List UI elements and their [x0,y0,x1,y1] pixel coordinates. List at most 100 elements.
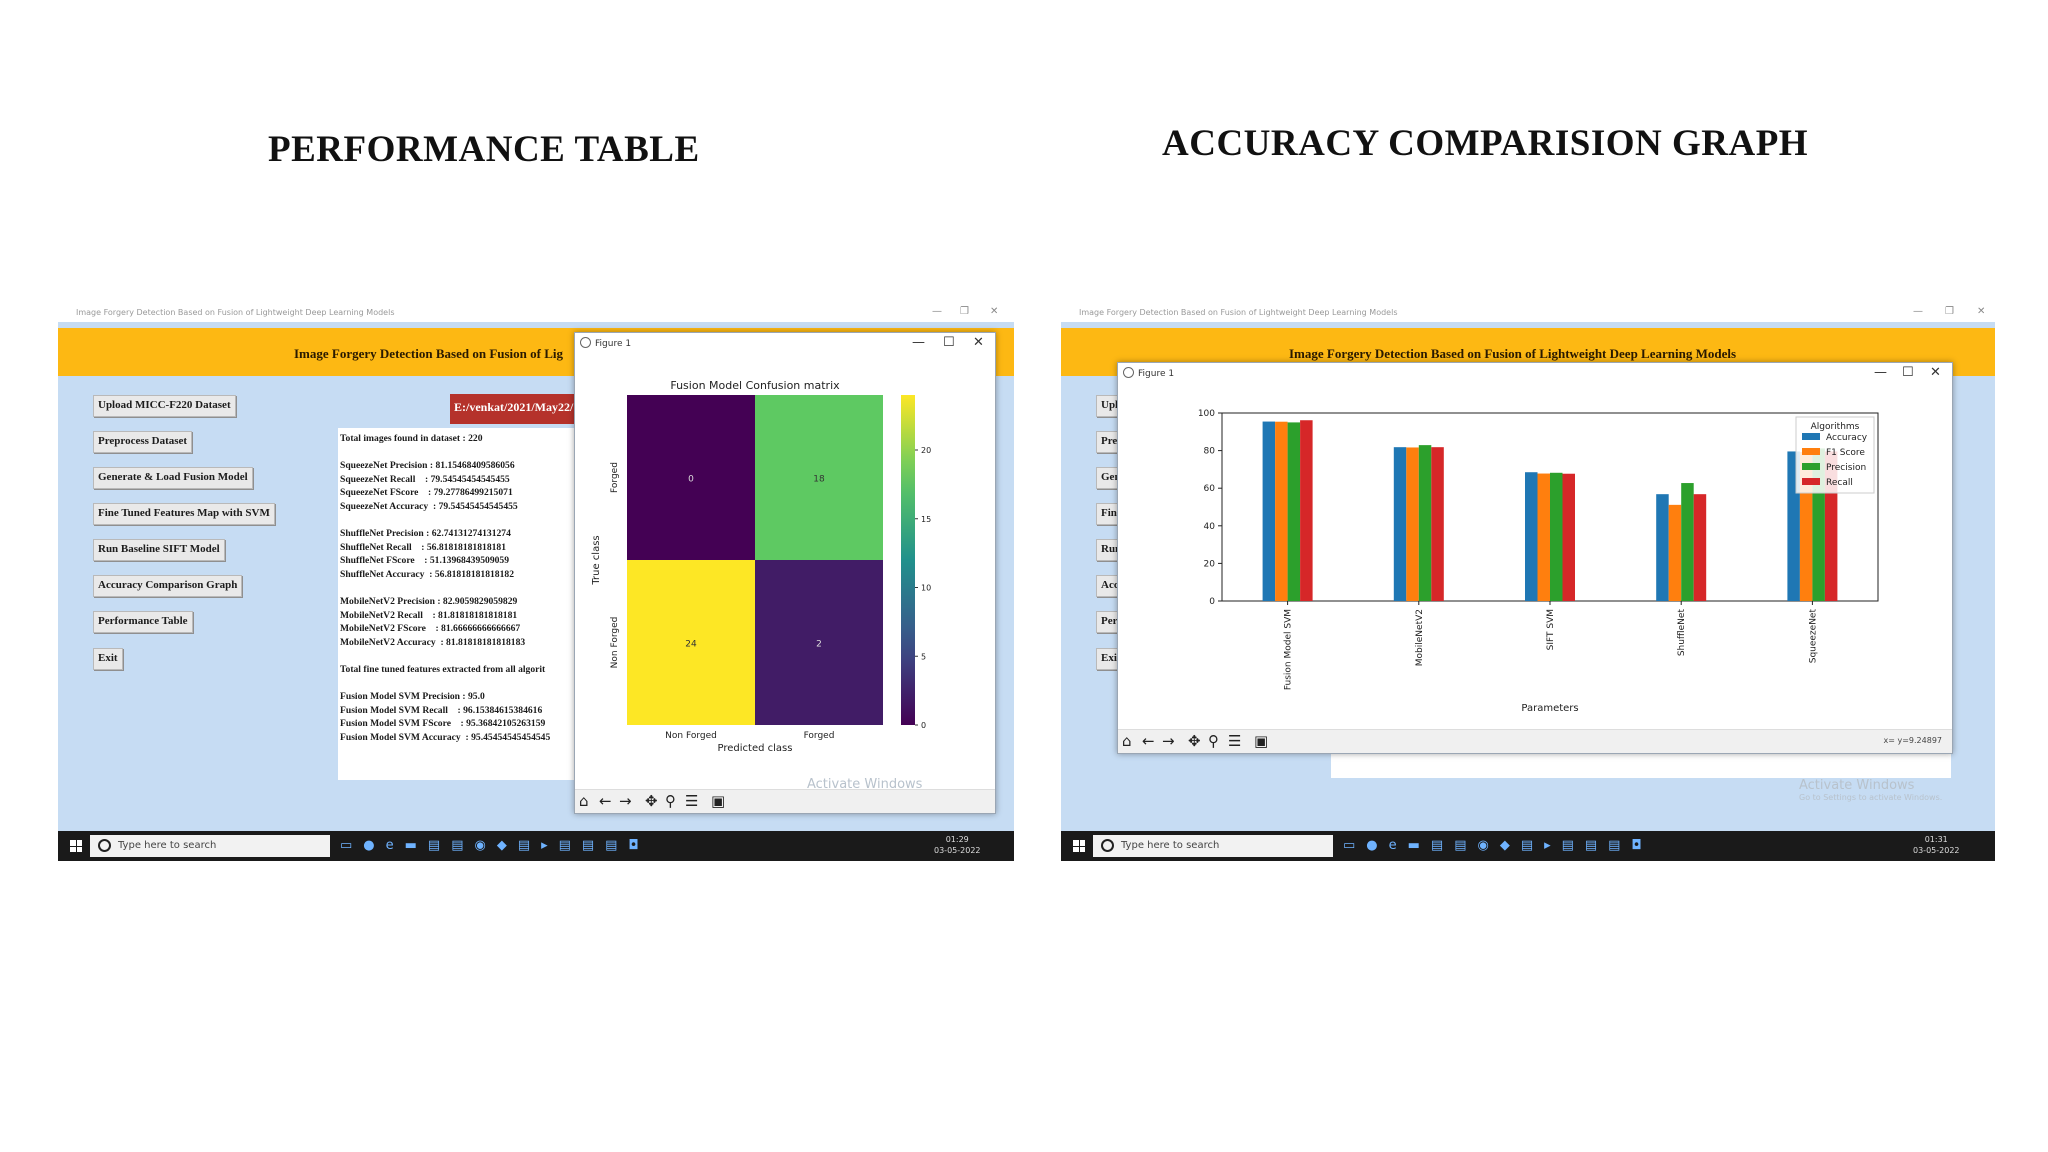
back-icon[interactable]: ← [599,792,612,810]
pan-icon[interactable]: ✥ [645,792,658,810]
figure-window: Figure 1 — ☐ ✕ 0 20 40 60 80 100 Fusion Model … [1117,362,1953,754]
x-axis-label: Parameters [1521,703,1578,714]
fine-tuned-features-button[interactable]: Fine Tuned Features Map with SVM [93,503,275,525]
results-line [340,446,578,460]
results-line [340,582,578,596]
confusion-matrix-chart: Fusion Model Confusion matrix 0 18 24 2 Non F… [591,379,931,754]
taskbar-clock[interactable]: 01:29 03-05-2022 [934,834,981,856]
save-icon[interactable]: ▣ [711,792,726,810]
taskbar-clock[interactable]: 01:31 03-05-2022 [1913,834,1960,856]
y-tick-label: Forged [610,462,620,493]
colorbar-tick-label: 20 [921,446,931,455]
results-line: MobileNetV2 Recall : 81.81818181818181 [340,609,518,621]
home-icon[interactable]: ⌂ [1122,732,1132,750]
bar [1393,447,1407,601]
accuracy-bar-chart: 0 20 40 60 80 100 Fusion Model SVM MobileNetV2 S… [1198,409,1879,714]
taskbar-search-input[interactable]: Type here to search [1093,835,1333,857]
zoom-icon[interactable]: ⚲ [665,792,676,810]
windows-start-icon[interactable] [1073,840,1085,852]
y-tick-label: 60 [1204,484,1216,494]
results-text-area[interactable] [1331,754,1951,778]
taskbar-search-input[interactable]: Type here to search [90,835,330,857]
figure-window: Figure 1 — ☐ ✕ Fusion Model Confusion ma… [574,332,996,814]
colorbar-tick-label: 5 [921,652,926,661]
back-icon[interactable]: ← [1142,732,1155,750]
y-tick-label: 20 [1204,559,1216,569]
colorbar-tick-label: 15 [921,515,931,524]
forward-icon[interactable]: → [619,792,632,810]
preprocess-dataset-button[interactable]: Preprocess Dataset [93,431,193,453]
results-line: ShuffleNet Accuracy : 56.81818181818182 [340,568,514,580]
taskbar-app-icons[interactable]: ▭●e▬▤▤◉◆▤▸▤▤▤◘ [340,838,650,853]
x-tick-label: SqueezeNet [1808,609,1818,664]
taskbar-date: 03-05-2022 [1913,846,1960,855]
maximize-icon[interactable]: ☐ [943,335,955,350]
minimize-icon[interactable]: — [932,306,942,317]
generate-load-model-button[interactable]: Generate & Load Fusion Model [93,467,253,489]
restore-icon[interactable]: ❐ [960,306,969,317]
accuracy-graph-button[interactable]: Accuracy Comparison Graph [93,575,243,597]
maximize-icon[interactable]: ☐ [1902,365,1914,380]
legend-title: Algorithms [1811,422,1860,432]
heatmap-cell [755,395,883,560]
restore-icon[interactable]: ❐ [1945,306,1954,317]
minimize-icon[interactable]: — [1874,365,1887,380]
cell-value-label: 18 [813,475,825,485]
close-icon[interactable]: ✕ [1977,306,1986,317]
home-icon[interactable]: ⌂ [579,792,589,810]
left-screenshot: Image Forgery Detection Based on Fusion … [58,304,1014,861]
taskbar-app-icons[interactable]: ▭●e▬▤▤◉◆▤▸▤▤▤◘ [1343,838,1653,853]
legend-swatch [1802,433,1820,440]
y-tick-label: Non Forged [610,617,620,669]
dataset-path-display: E:/venkat/2021/May22/ [450,394,576,424]
bar [1406,447,1419,601]
pan-icon[interactable]: ✥ [1188,732,1201,750]
results-line: Total images found in dataset : 220 [340,433,483,444]
results-text-area[interactable]: Total images found in dataset : 220 Sque… [338,428,580,780]
results-line: Fusion Model SVM Precision : 95.0 [340,691,485,703]
performance-table-button[interactable]: Per [1096,611,1123,633]
figure-titlebar: Figure 1 — ☐ ✕ [1118,363,1952,385]
cell-value-label: 0 [688,475,694,485]
exit-button[interactable]: Exit [93,648,123,670]
bar [1525,472,1538,601]
figure-toolbar: ⌂ ← → ✥ ⚲ ☰ ▣ x= y=9.24897 [1118,729,1952,753]
preprocess-dataset-button[interactable]: Pre [1096,431,1123,453]
taskbar-time: 01:29 [945,835,969,844]
run-sift-button[interactable]: Run Baseline SIFT Model [93,539,225,561]
y-tick-label: 40 [1204,522,1216,532]
windows-start-icon[interactable] [70,840,82,852]
figure-app-icon [1123,367,1134,378]
results-line: MobileNetV2 FScore : 81.66666666666667 [340,623,521,635]
results-line: ShuffleNet Precision : 62.74131274131274 [340,528,511,540]
close-icon[interactable]: ✕ [1930,365,1941,380]
zoom-icon[interactable]: ⚲ [1208,732,1219,750]
accuracy-graph-title: ACCURACY COMPARISION GRAPH [1162,123,1809,164]
configure-icon[interactable]: ☰ [1228,732,1242,750]
results-line [340,650,578,664]
heatmap-cell [755,560,883,725]
results-line: MobileNetV2 Precision : 82.9059829059829 [340,596,518,608]
figure-window-title: Figure 1 [1138,369,1175,379]
taskbar-search-placeholder: Type here to search [1121,840,1220,851]
bar [1275,421,1288,601]
configure-icon[interactable]: ☰ [685,792,699,810]
close-icon[interactable]: ✕ [990,306,999,317]
fine-tuned-features-button[interactable]: Fin [1096,503,1122,525]
results-line: SqueezeNet Recall : 79.54545454545455 [340,473,510,485]
y-tick-label: 80 [1204,447,1216,457]
minimize-icon[interactable]: — [912,335,925,350]
minimize-icon[interactable]: — [1913,306,1923,317]
bar [1287,422,1301,601]
bar [1681,483,1694,601]
close-icon[interactable]: ✕ [973,335,984,350]
performance-table-button[interactable]: Performance Table [93,611,193,633]
x-tick-label: ShuffleNet [1677,609,1687,657]
forward-icon[interactable]: → [1162,732,1175,750]
heatmap-cell [627,560,755,725]
legend-label: Recall [1826,478,1853,488]
y-tick-label: 0 [1209,597,1215,607]
save-icon[interactable]: ▣ [1254,732,1269,750]
upload-dataset-button[interactable]: Upload MICC-F220 Dataset [93,395,236,417]
figure-titlebar: Figure 1 — ☐ ✕ [575,333,995,355]
